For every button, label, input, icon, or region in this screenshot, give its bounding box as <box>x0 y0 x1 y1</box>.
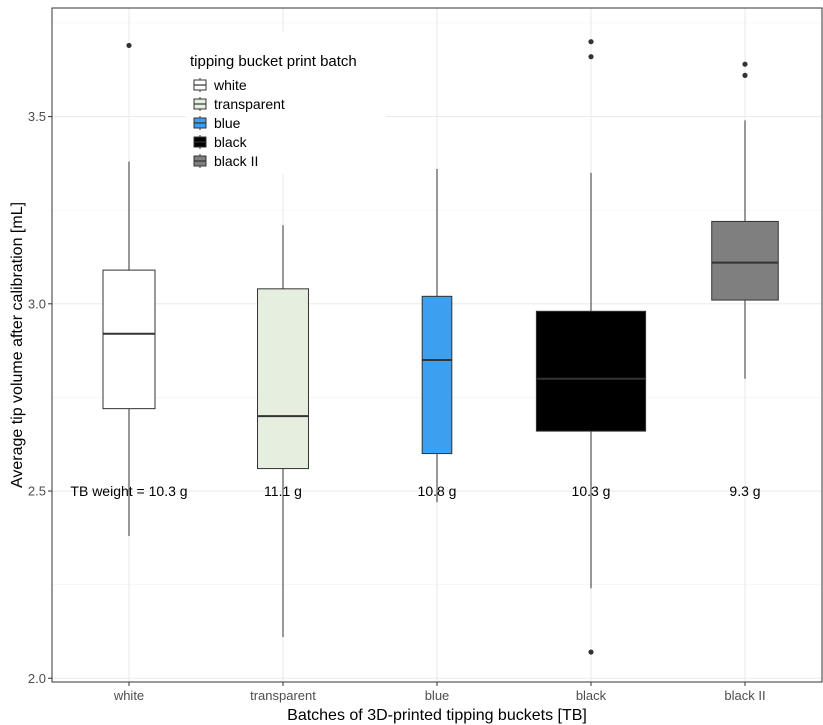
legend-label: black II <box>214 153 258 169</box>
legend-item: transparent <box>193 96 285 112</box>
legend-title: tipping bucket print batch <box>190 53 357 70</box>
legend-label: white <box>213 77 247 93</box>
outlier-point <box>742 61 748 67</box>
outlier-point <box>588 649 594 655</box>
legend-item: black <box>193 134 248 150</box>
box-iqr <box>257 288 309 470</box>
y-tick-label: 2.5 <box>28 484 46 499</box>
y-axis-title: Average tip volume after calibration [mL… <box>9 202 26 488</box>
box-group-blue <box>421 169 453 503</box>
box-series <box>102 39 779 655</box>
legend-item: white <box>193 77 247 93</box>
box-iqr <box>421 295 453 455</box>
x-axis-title: Batches of 3D-printed tipping buckets [T… <box>287 707 587 724</box>
box-iqr <box>711 220 779 301</box>
legend: tipping bucket print batch white transpare… <box>186 32 386 174</box>
outlier-point <box>588 54 594 60</box>
legend-label: black <box>214 134 248 150</box>
x-tick-label: black II <box>724 688 765 703</box>
x-tick-label: white <box>113 688 144 703</box>
outlier-point <box>588 39 594 45</box>
box-group-black-II <box>711 61 779 379</box>
axes: 2.0 2.5 3.0 3.5 white transparent blue black bla… <box>28 109 766 703</box>
y-tick-label: 3.0 <box>28 296 46 311</box>
legend-label: transparent <box>214 96 285 112</box>
y-tick-label: 2.0 <box>28 671 46 686</box>
box-group-transparent <box>257 225 309 638</box>
legend-label: blue <box>214 115 241 131</box>
box-iqr <box>535 310 647 432</box>
legend-item: blue <box>193 115 241 131</box>
box-iqr <box>102 269 156 410</box>
outlier-point <box>126 42 132 49</box>
outlier-point <box>742 72 748 78</box>
x-tick-label: blue <box>425 688 450 703</box>
weight-annotation: 9.3 g <box>729 483 760 499</box>
x-tick-label: black <box>576 688 607 703</box>
legend-item: black II <box>193 153 258 169</box>
x-tick-label: transparent <box>250 688 316 703</box>
box-group-white <box>102 42 156 536</box>
y-tick-label: 3.5 <box>28 109 46 124</box>
legend-background <box>186 32 386 174</box>
box-group-black <box>535 39 647 655</box>
